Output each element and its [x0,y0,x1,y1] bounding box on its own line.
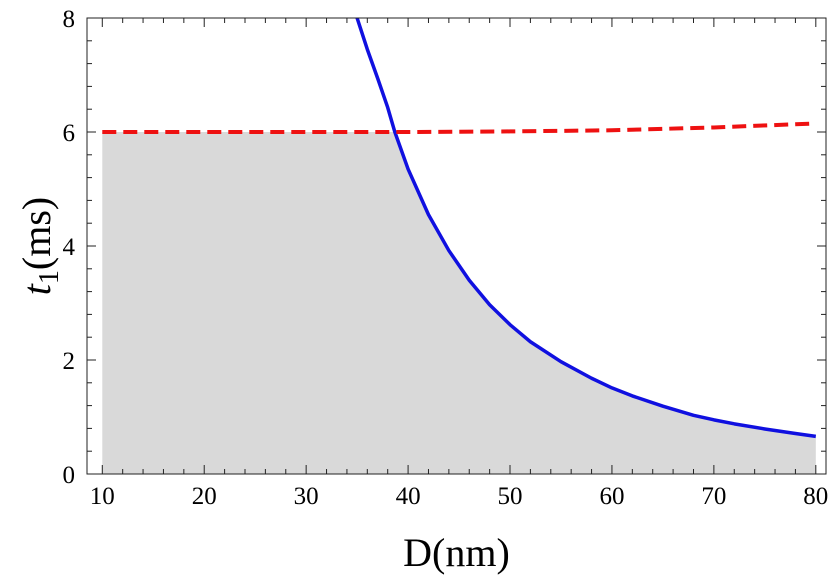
series-layer [102,17,817,439]
y-axis-var: t [14,283,59,295]
x-axis-title: D(nm) [403,530,510,575]
y-tick-label: 0 [63,462,76,489]
series-line-dashed [102,121,816,134]
x-tick-label: 10 [90,483,115,510]
ticks-layer [87,17,826,475]
y-axis-title: t1(ms) [14,197,65,295]
x-tick-label: 60 [599,483,624,510]
y-tick-label: 6 [63,120,76,147]
y-tick-label: 2 [63,348,76,375]
x-tick-label: 50 [498,483,523,510]
x-tick-label: 30 [294,483,319,510]
y-tick-label: 8 [63,6,76,33]
series-line-solid [355,17,817,439]
plot-area [86,17,827,475]
shaded-region [102,132,816,474]
y-tick-label: 4 [63,234,76,261]
shaded-region-layer [102,132,816,474]
y-axis-sub: 1 [34,270,65,284]
tick-labels-layer: 10 20 30 40 50 60 70 80 0 2 4 6 8 [63,6,829,510]
x-tick-label: 20 [192,483,217,510]
x-tick-label: 40 [396,483,421,510]
y-axis-unit: (ms) [14,197,59,270]
x-tick-label: 70 [701,483,726,510]
x-tick-label: 80 [803,483,828,510]
